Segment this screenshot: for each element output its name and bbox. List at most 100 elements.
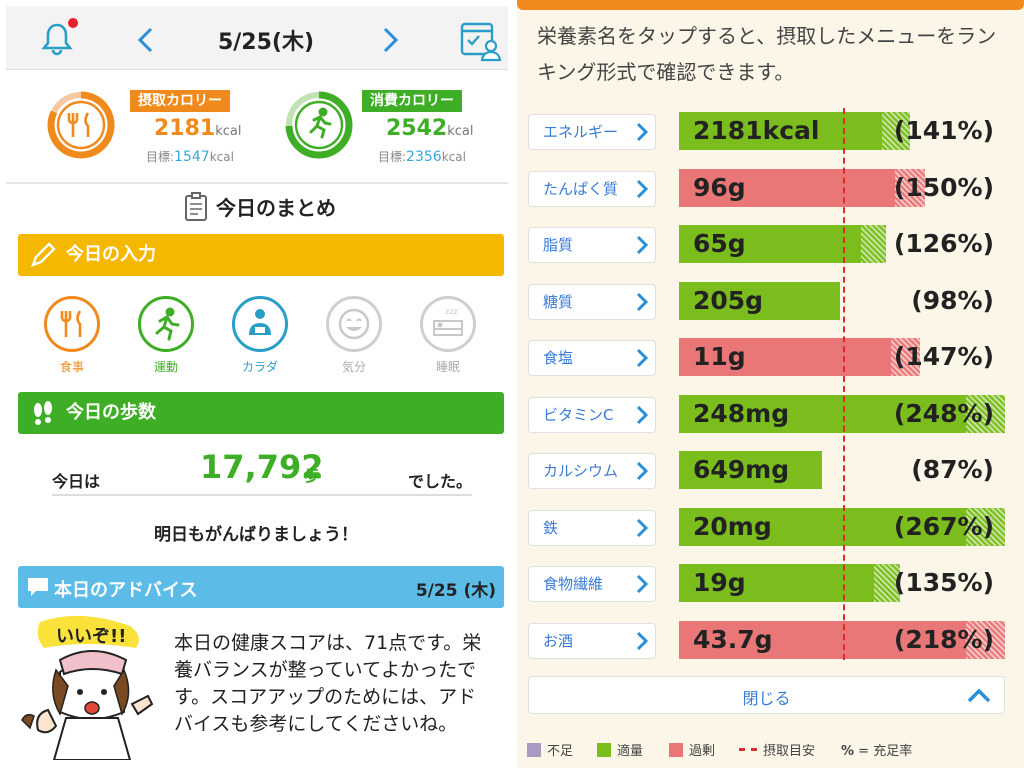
input-body-label: カラダ xyxy=(241,360,278,374)
input-mood[interactable]: 気分 xyxy=(324,296,384,375)
legend-excess: 過剰 xyxy=(669,740,715,759)
chevron-right-icon xyxy=(636,348,649,368)
nutrient-name: エネルギー xyxy=(543,123,619,141)
nutrient-list: エネルギー 2181kcal (141%) たんぱく質 96g (150%) 脂質 65g (1… xyxy=(517,100,1024,670)
steps-prefix: 今日は xyxy=(52,472,101,491)
nutrient-percent: (126%) xyxy=(893,229,994,258)
cheer-message: 明日もがんばりましょう！ xyxy=(154,525,358,545)
input-sleep[interactable]: zzz 睡眠 xyxy=(418,296,478,375)
nutrient-value: 205g xyxy=(693,285,764,315)
nutrient-row: カルシウム 649mg (87%) xyxy=(517,451,1024,493)
prev-day-chevron-icon[interactable] xyxy=(134,26,158,54)
nutrient-percent: (87%) xyxy=(911,455,994,484)
body-scale-icon xyxy=(232,296,288,352)
nurse-mascot-illustration: いいぞ!! xyxy=(21,615,154,760)
nutrient-bar xyxy=(679,281,840,320)
input-mood-label: 気分 xyxy=(341,360,366,374)
nutrient-name-button[interactable]: たんぱく質 xyxy=(528,170,656,207)
input-meal[interactable]: 食事 xyxy=(42,296,102,375)
nutrient-name: お酒 xyxy=(543,631,574,650)
nutrient-row: 鉄 20mg (267%) xyxy=(517,507,1024,550)
intake-ring[interactable] xyxy=(46,90,116,160)
nutrient-percent: (98%) xyxy=(911,285,994,315)
steps-section-title: 今日の歩数 xyxy=(66,402,156,423)
nutrient-name: 糖質 xyxy=(543,292,574,311)
nutrient-bar-over-hatch xyxy=(965,394,1005,433)
nutrient-bar xyxy=(679,225,886,263)
burned-ring[interactable] xyxy=(284,90,354,160)
advice-text: 本日の健康スコアは、71点です。栄養バランスが整っていてよかったです。スコアアッ… xyxy=(174,632,482,735)
close-button[interactable]: 閉じる xyxy=(528,676,1005,714)
legend-shortage-swatch xyxy=(527,743,541,757)
nutrient-percent: (135%) xyxy=(893,568,994,597)
nutrient-bar-over-hatch xyxy=(882,112,911,150)
steps-count: 17,792 xyxy=(200,448,324,486)
intake-value: 2181kcal xyxy=(154,116,242,141)
chevron-right-icon xyxy=(636,179,649,198)
input-sleep-label: 睡眠 xyxy=(435,360,460,374)
nutrient-bar-over-hatch xyxy=(873,564,901,602)
nutrient-percent: (141%) xyxy=(893,116,994,145)
nutrient-row: ビタミンC 248mg (248%) xyxy=(517,394,1024,437)
nutrient-name-button[interactable]: エネルギー xyxy=(528,114,656,150)
nutrient-value: 43.7g xyxy=(693,624,773,654)
steps-section-header: 今日の歩数 xyxy=(18,392,504,434)
nutrient-name-button[interactable]: 鉄 xyxy=(528,509,656,546)
nutrient-name-button[interactable]: 食塩 xyxy=(528,340,656,376)
input-meal-label: 食事 xyxy=(59,360,84,374)
nutrient-name-button[interactable]: 食物繊維 xyxy=(528,566,656,602)
nutrient-name: カルシウム xyxy=(543,462,619,480)
pencil-icon xyxy=(30,242,56,268)
nutrient-bar xyxy=(679,394,1005,433)
burned-value: 2542kcal xyxy=(386,116,474,141)
intake-label: 摂取カロリー xyxy=(130,90,230,112)
nutrient-bar xyxy=(679,507,1005,546)
bed-sleep-icon: zzz xyxy=(420,296,476,352)
nutrient-bar xyxy=(679,451,822,489)
summary-title: 今日のまとめ xyxy=(216,196,336,220)
svg-text:いいぞ!!: いいぞ!! xyxy=(56,626,126,647)
steps-unit: 歩 xyxy=(304,466,321,485)
close-label: 閉じる xyxy=(742,689,791,708)
nutrient-row: エネルギー 2181kcal (141%) xyxy=(517,112,1024,154)
nutrient-name-button[interactable]: 脂質 xyxy=(528,227,656,263)
nutrient-name-button[interactable]: お酒 xyxy=(528,622,656,659)
advice-title: 本日のアドバイス xyxy=(54,580,198,601)
legend-adequate-swatch xyxy=(597,743,611,757)
nutrient-percent: (147%) xyxy=(893,342,994,371)
nutrient-panel: 栄養素名をタップすると、摂取したメニューをランキング形式で確認できます。 エネル… xyxy=(517,0,1024,768)
input-exercise-label: 運動 xyxy=(153,360,178,374)
nutrient-name: 食塩 xyxy=(543,349,574,367)
next-day-chevron-icon[interactable] xyxy=(378,26,402,54)
nutrient-name: 脂質 xyxy=(543,236,574,254)
nutrient-bar-over-hatch xyxy=(895,168,925,207)
input-exercise[interactable]: 運動 xyxy=(136,296,196,375)
calendar-profile-icon[interactable] xyxy=(458,18,502,62)
nutrient-value: 20mg xyxy=(693,511,772,541)
input-body[interactable]: カラダ xyxy=(230,296,290,375)
chevron-right-icon xyxy=(636,122,649,142)
nutrient-name-button[interactable]: カルシウム xyxy=(528,453,656,489)
running-person-icon xyxy=(309,107,332,139)
nutrient-name-button[interactable]: 糖質 xyxy=(528,283,656,320)
nutrient-value: 11g xyxy=(693,342,746,371)
bell-icon[interactable] xyxy=(38,20,76,58)
nutrient-value: 2181kcal xyxy=(693,116,820,145)
nutrient-row: 食物繊維 19g (135%) xyxy=(517,564,1024,606)
steps-row: 今日は 17,792 歩 でした。 xyxy=(52,448,472,496)
nutrient-name-button[interactable]: ビタミンC xyxy=(528,396,656,433)
nutrient-value: 19g xyxy=(693,568,746,597)
nutrient-value: 248mg xyxy=(693,398,790,428)
chevron-right-icon xyxy=(636,631,649,650)
nutrient-row: 食塩 11g (147%) xyxy=(517,338,1024,380)
daily-summary-panel: 5/25(木) 摂取カロリー 2181kcal xyxy=(6,6,508,760)
date-title[interactable]: 5/25(木) xyxy=(217,30,315,55)
nutrient-bar xyxy=(679,620,1005,659)
legend: 不足 適量 過剰 摂取目安 % = 充足率 xyxy=(527,738,1024,759)
nutrient-name: ビタミンC xyxy=(543,405,614,424)
nutrient-row: 糖質 205g (98%) xyxy=(517,281,1024,324)
nutrient-percent: (248%) xyxy=(893,398,994,428)
svg-text:zzz: zzz xyxy=(445,307,458,316)
legend-target: 摂取目安 xyxy=(739,740,815,759)
steps-suffix: でした。 xyxy=(407,472,472,491)
